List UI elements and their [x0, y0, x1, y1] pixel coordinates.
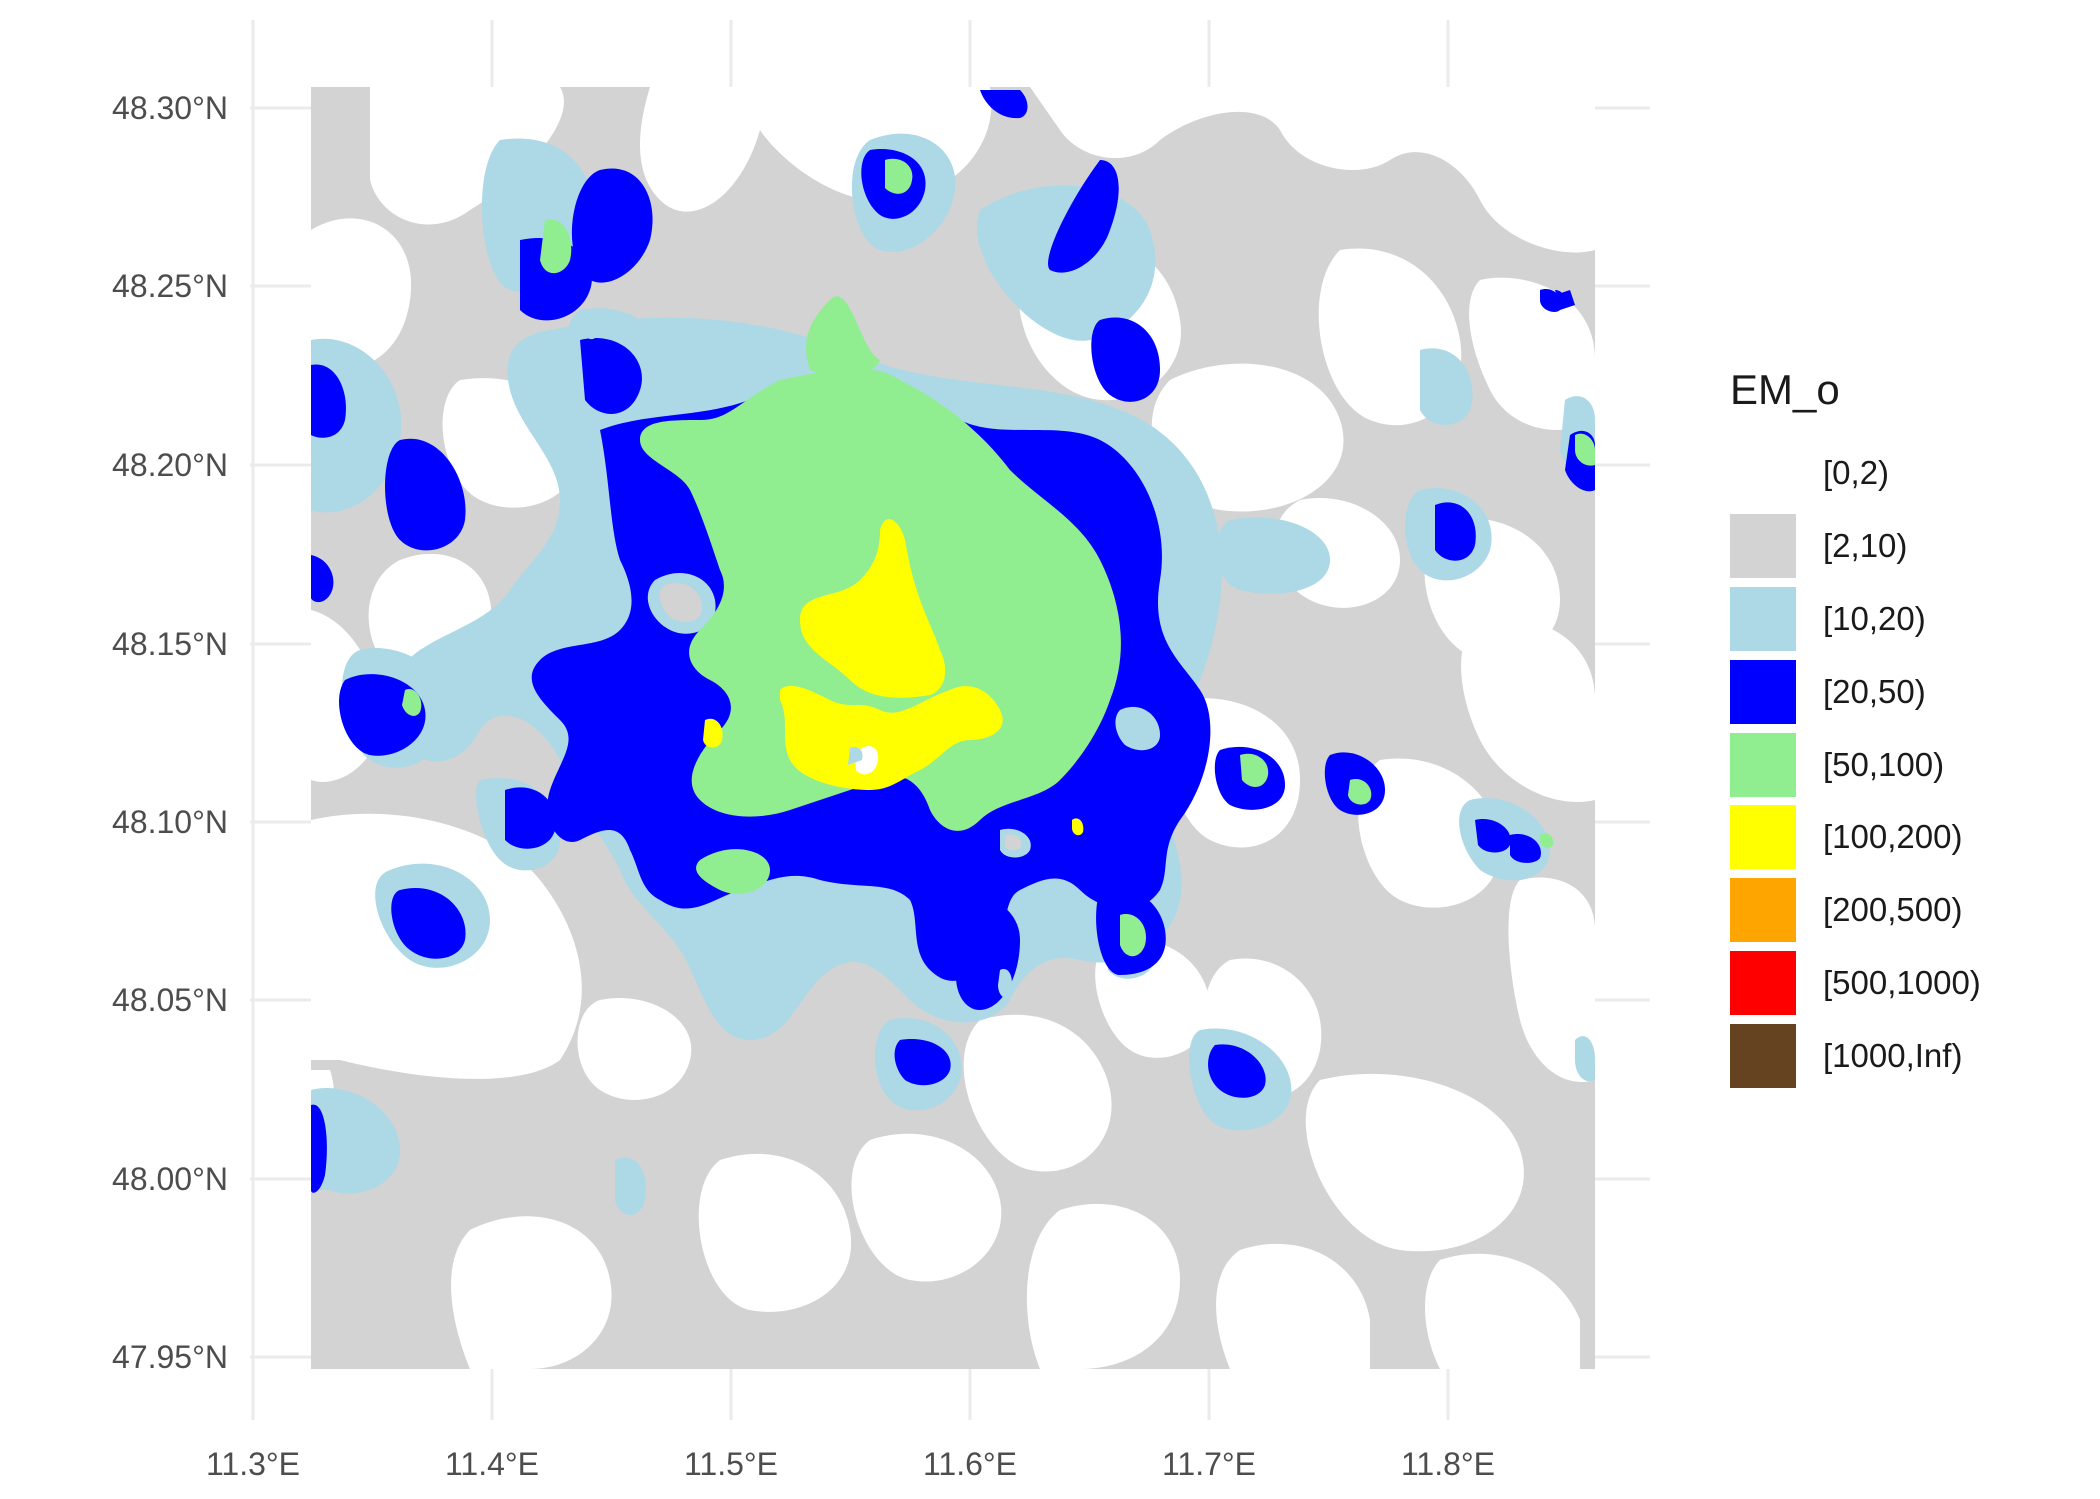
legend-label: [500,1000): [1823, 963, 1981, 1001]
legend-item: [500,1000): [1730, 947, 1981, 1020]
legend-item: [20,50): [1730, 655, 1981, 728]
legend-label: [20,50): [1823, 672, 1926, 710]
legend-swatch: [1730, 732, 1796, 797]
legend-swatch: [1730, 950, 1796, 1015]
y-axis: 48.30°N 48.25°N 48.20°N 48.15°N 48.10°N …: [112, 90, 228, 1375]
y-tick-label: 48.30°N: [112, 90, 228, 126]
legend-items: [0,2) [2,10) [10,20) [20,50) [50,100) [1…: [1730, 437, 1981, 1092]
y-tick-label: 48.20°N: [112, 447, 228, 483]
legend-swatch: [1730, 441, 1796, 506]
legend-label: [50,100): [1823, 745, 1945, 783]
x-tick-label: 11.3°E: [206, 1446, 300, 1482]
y-tick-label: 47.95°N: [112, 1339, 228, 1375]
emission-raster: [311, 87, 1595, 1369]
legend-item: [200,500): [1730, 874, 1981, 947]
legend-swatch: [1730, 805, 1796, 870]
legend-item: [100,200): [1730, 801, 1981, 874]
y-tick-label: 48.15°N: [112, 626, 228, 662]
legend-swatch: [1730, 514, 1796, 579]
legend-label: [2,10): [1823, 527, 1908, 565]
legend-swatch: [1730, 586, 1796, 651]
x-tick-label: 11.6°E: [923, 1446, 1017, 1482]
legend-item: [50,100): [1730, 728, 1981, 801]
legend-label: [0,2): [1823, 454, 1890, 492]
y-tick-label: 48.00°N: [112, 1161, 228, 1197]
y-tick-label: 48.10°N: [112, 804, 228, 840]
x-tick-label: 11.4°E: [445, 1446, 539, 1482]
x-tick-label: 11.7°E: [1162, 1446, 1256, 1482]
legend-title: EM_o: [1730, 366, 1840, 413]
x-axis: 11.3°E 11.4°E 11.5°E 11.6°E 11.7°E 11.8°…: [206, 1446, 1495, 1482]
y-tick-label: 48.05°N: [112, 982, 228, 1018]
legend-swatch: [1730, 1023, 1796, 1088]
legend-item: [10,20): [1730, 583, 1981, 656]
y-tick-label: 48.25°N: [112, 268, 228, 304]
legend-item: [1000,Inf): [1730, 1019, 1981, 1092]
x-tick-label: 11.8°E: [1401, 1446, 1495, 1482]
legend-swatch: [1730, 659, 1796, 724]
x-tick-label: 11.5°E: [684, 1446, 778, 1482]
legend: EM_o [0,2) [2,10) [10,20) [20,50) [50,10…: [1730, 365, 1981, 1092]
legend-label: [100,200): [1823, 818, 1963, 856]
legend-item: [2,10): [1730, 510, 1981, 583]
legend-item: [0,2): [1730, 437, 1981, 510]
legend-swatch: [1730, 878, 1796, 943]
legend-label: [1000,Inf): [1823, 1036, 1963, 1074]
legend-label: [10,20): [1823, 599, 1926, 637]
legend-label: [200,500): [1823, 891, 1963, 929]
